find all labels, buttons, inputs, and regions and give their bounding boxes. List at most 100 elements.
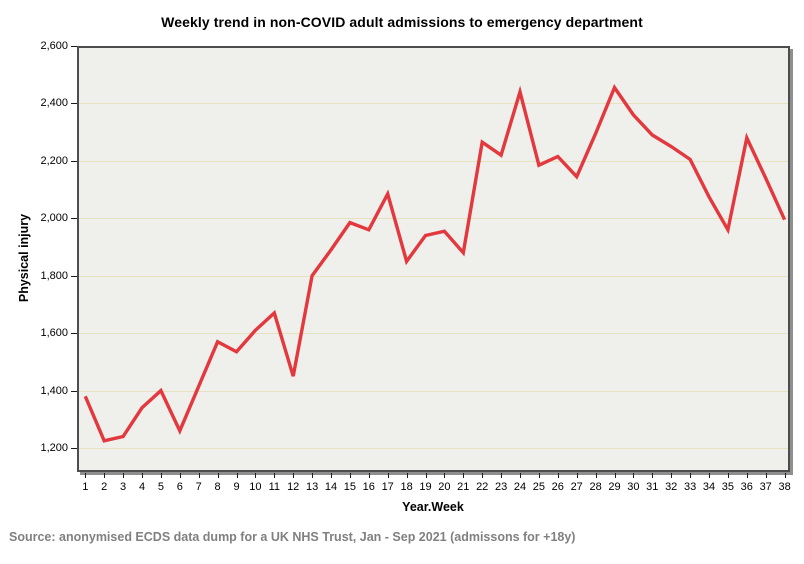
x-tick-label: 3 [120, 481, 127, 493]
y-tick-label: 2,400 [40, 97, 68, 110]
x-tick-mark [576, 473, 578, 478]
y-tick-label: 1,400 [40, 384, 68, 397]
x-tick-mark [765, 473, 767, 478]
x-tick-label: 20 [438, 481, 451, 493]
x-tick-label: 8 [214, 481, 221, 493]
x-tick-label: 14 [324, 481, 338, 493]
y-tick-mark [71, 448, 77, 449]
x-tick-label: 15 [343, 481, 357, 493]
x-tick-label: 16 [362, 481, 375, 493]
x-tick-mark [198, 473, 200, 478]
y-tick-label: 2,600 [40, 40, 68, 52]
x-tick-label: 30 [627, 481, 640, 493]
x-tick-mark [746, 473, 748, 478]
x-tick-label: 38 [778, 481, 791, 493]
plot-area [77, 46, 790, 472]
trend-line-layer [83, 84, 787, 443]
x-tick-label: 9 [233, 481, 240, 493]
x-tick-mark [633, 473, 635, 478]
y-tick-mark [71, 390, 77, 392]
x-tick-mark [293, 473, 295, 478]
x-tick-mark [463, 473, 465, 478]
x-tick-label: 10 [249, 481, 262, 493]
x-tick-mark [652, 473, 654, 478]
x-tick-label: 28 [589, 481, 602, 493]
x-tick-label: 26 [551, 481, 564, 493]
x-tick-label: 27 [570, 481, 583, 493]
y-tick-label: 1,600 [40, 327, 68, 340]
x-tick-label: 19 [419, 481, 432, 493]
x-tick-label: 4 [138, 481, 146, 493]
x-tick-mark [614, 473, 616, 478]
x-tick-label: 5 [157, 481, 164, 493]
x-tick-mark [236, 473, 238, 478]
x-tick-label: 36 [740, 481, 753, 493]
gridline [79, 448, 788, 449]
x-tick-label: 25 [532, 481, 546, 493]
gridline [79, 160, 788, 162]
x-tick-label: 7 [195, 481, 202, 493]
gridline [79, 218, 788, 220]
y-tick-mark [71, 46, 77, 47]
x-tick-mark [160, 473, 162, 478]
x-tick-label: 29 [608, 481, 621, 493]
gridline [79, 333, 788, 335]
x-tick-label: 34 [702, 481, 716, 493]
x-tick-label: 6 [176, 481, 183, 493]
x-tick-mark [538, 473, 540, 478]
x-tick-mark [727, 473, 729, 478]
x-tick-mark [501, 473, 503, 478]
x-tick-mark [595, 473, 597, 478]
x-tick-label: 33 [683, 481, 697, 493]
y-tick-label: 1,800 [40, 269, 68, 282]
x-axis-title: Year.Week [402, 500, 464, 514]
x-tick-mark [255, 473, 257, 478]
source-note: Source: anonymised ECDS data dump for a … [9, 530, 576, 544]
x-tick-label: 37 [759, 481, 772, 493]
x-tick-label: 23 [494, 481, 508, 493]
trend-line [83, 84, 787, 443]
x-tick-mark [690, 473, 692, 478]
gridline [79, 103, 788, 105]
x-tick-mark [85, 473, 87, 478]
y-tick-mark [71, 218, 77, 220]
x-tick-mark [142, 473, 143, 478]
x-tick-label: 32 [665, 481, 678, 493]
x-tick-mark [331, 473, 332, 478]
x-tick-label: 13 [305, 481, 319, 493]
x-tick-label: 24 [513, 481, 527, 493]
y-tick-label: 2,000 [40, 212, 68, 225]
x-tick-mark [520, 473, 521, 478]
chart-title: Weekly trend in non-COVID adult admissio… [161, 14, 643, 30]
x-tick-mark [557, 473, 559, 478]
x-tick-mark [425, 473, 427, 478]
x-tick-mark [349, 473, 351, 478]
x-tick-label: 17 [381, 481, 394, 493]
y-tick-mark [71, 160, 77, 162]
x-tick-mark [406, 473, 408, 478]
x-tick-label: 1 [82, 481, 89, 493]
x-tick-mark [123, 473, 125, 478]
x-tick-mark [368, 473, 370, 478]
x-tick-mark [709, 473, 710, 478]
gridline [79, 390, 788, 392]
x-tick-mark [671, 473, 673, 478]
y-tick-label: 1,200 [40, 442, 68, 454]
x-tick-mark [784, 473, 786, 478]
x-tick-label: 18 [400, 481, 413, 493]
x-tick-label: 2 [101, 481, 108, 493]
x-tick-mark [444, 473, 446, 478]
x-tick-label: 11 [268, 481, 280, 493]
x-tick-label: 31 [646, 481, 659, 493]
x-tick-mark [274, 473, 276, 478]
y-tick-label: 2,200 [40, 154, 68, 167]
gridline [79, 275, 788, 277]
x-tick-label: 21 [457, 481, 470, 493]
x-tick-mark [217, 473, 219, 478]
x-tick-mark [312, 473, 314, 478]
x-tick-label: 22 [476, 481, 489, 493]
x-tick-label: 35 [721, 481, 735, 493]
x-tick-mark [482, 473, 484, 478]
x-tick-label: 12 [287, 481, 300, 493]
